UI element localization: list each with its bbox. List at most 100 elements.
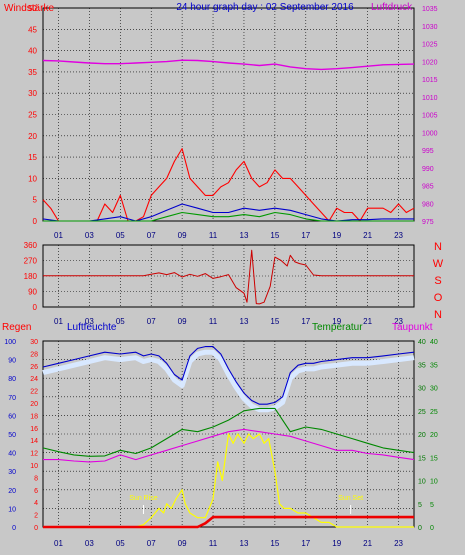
compass-label: W (433, 258, 444, 270)
compass-label: S (434, 275, 441, 287)
solar-y-tick: 35 (418, 362, 426, 369)
wind-series-line-1 (42, 148, 415, 222)
x-tick-label: 09 (178, 231, 187, 240)
wind-y-tick: 25 (28, 111, 37, 120)
rain-y-tick: 6 (34, 488, 38, 495)
x-tick-label: 23 (394, 317, 403, 326)
humidity-halo (42, 349, 415, 413)
compass-label: N (434, 241, 442, 253)
pressure-y-tick: 1005 (422, 113, 438, 120)
wind-y-tick: 35 (28, 68, 37, 77)
x-tick-label: 15 (270, 317, 279, 326)
x-tick-label: 01 (54, 231, 63, 240)
pressure-axis-label: Luftdruck (371, 2, 413, 13)
x-tick-label: 13 (240, 539, 249, 548)
pressure-y-tick: 995 (422, 148, 434, 155)
x-tick-label: 07 (147, 539, 156, 548)
x-tick-label: 11 (209, 317, 218, 326)
compass-label: O (434, 292, 443, 304)
rain-y-tick: 28 (30, 351, 38, 358)
x-tick-label: 01 (54, 539, 63, 548)
rain-y-tick: 18 (30, 413, 38, 420)
x-tick-label: 03 (85, 231, 94, 240)
compass-label: N (434, 309, 442, 321)
rain-y-tick: 12 (30, 451, 38, 458)
pressure-y-tick: 985 (422, 184, 434, 191)
rain-axis-label: Regen (2, 322, 31, 333)
x-tick-label: 21 (363, 539, 372, 548)
wind-y-tick: 30 (28, 89, 37, 98)
direction-y-tick: 90 (28, 288, 37, 297)
wind-y-tick: 10 (28, 174, 37, 183)
x-tick-label: 15 (270, 539, 279, 548)
x-tick-label: 13 (240, 317, 249, 326)
dewpoint-axis-label: Taupunkt (392, 322, 433, 333)
x-tick-label: 11 (209, 539, 218, 548)
pressure-y-tick: 1030 (422, 24, 438, 31)
humidity-y-tick: 20 (8, 488, 16, 495)
temp-y-tick: 10 (430, 479, 438, 486)
direction-y-tick: 180 (24, 272, 38, 281)
x-tick-label: 09 (178, 539, 187, 548)
x-tick-label: 15 (270, 231, 279, 240)
solar-y-tick: 30 (418, 386, 426, 393)
rain-y-tick: 24 (30, 376, 38, 383)
wind-series-line-0 (42, 59, 415, 71)
wind-y-tick: 45 (28, 25, 37, 34)
solar-y-tick: 0 (418, 525, 422, 532)
humidity-y-tick: 80 (8, 376, 16, 383)
rain-y-tick: 0 (34, 525, 38, 532)
x-tick-label: 05 (116, 317, 125, 326)
wind-series-line-2 (42, 203, 414, 222)
x-tick-label: 23 (394, 539, 403, 548)
x-tick-label: 03 (85, 539, 94, 548)
temp-y-tick: 35 (430, 362, 438, 369)
solar-y-tick: 25 (418, 409, 426, 416)
temp-y-tick: 15 (430, 455, 438, 462)
pressure-y-tick: 1020 (422, 59, 438, 66)
pressure-y-tick: 990 (422, 166, 434, 173)
pressure-y-tick: 1035 (422, 6, 438, 13)
rain-y-tick: 10 (30, 463, 38, 470)
rain-y-tick: 4 (34, 500, 38, 507)
wind-y-tick: 50 (28, 4, 37, 13)
x-tick-label: 11 (209, 231, 218, 240)
pressure-y-tick: 1010 (422, 95, 438, 102)
rain-y-tick: 30 (30, 339, 38, 346)
rain-y-tick: 20 (30, 401, 38, 408)
wind-y-tick: 15 (28, 153, 37, 162)
direction-series-line-0 (43, 249, 414, 305)
solar-y-tick: 5 (418, 502, 422, 509)
rain-y-tick: 22 (30, 389, 38, 396)
wind-y-tick: 0 (33, 217, 38, 226)
temp-y-tick: 5 (430, 502, 434, 509)
climate-series-line-2 (43, 428, 415, 463)
x-tick-label: 13 (240, 231, 249, 240)
pressure-y-tick: 980 (422, 201, 434, 208)
rain-y-tick: 8 (34, 475, 38, 482)
x-tick-label: 17 (301, 231, 310, 240)
wind-series-line-3 (43, 211, 414, 222)
sunset-label: Sun Set (338, 495, 363, 502)
temp-y-tick: 25 (430, 409, 438, 416)
solar-y-tick: 15 (418, 455, 426, 462)
direction-y-tick: 0 (33, 303, 38, 312)
humidity-y-tick: 10 (8, 506, 16, 513)
rain-y-tick: 26 (30, 364, 38, 371)
temperature-axis-label: Temperatur (312, 322, 363, 333)
humidity-axis-label: Luftfeuchte (67, 322, 117, 333)
x-tick-label: 17 (301, 539, 310, 548)
pressure-y-tick: 975 (422, 219, 434, 226)
humidity-y-tick: 50 (8, 432, 16, 439)
chart-title: 24 hour graph day : 02 September 2016 (176, 2, 354, 13)
x-tick-label: 09 (178, 317, 187, 326)
climate-series-line-4 (43, 515, 414, 529)
x-tick-label: 19 (332, 317, 341, 326)
temp-y-tick: 30 (430, 386, 438, 393)
x-tick-label: 05 (116, 231, 125, 240)
direction-y-tick: 360 (24, 241, 38, 250)
x-tick-label: 17 (301, 317, 310, 326)
x-tick-label: 05 (116, 539, 125, 548)
humidity-y-tick: 60 (8, 413, 16, 420)
x-tick-label: 21 (363, 317, 372, 326)
